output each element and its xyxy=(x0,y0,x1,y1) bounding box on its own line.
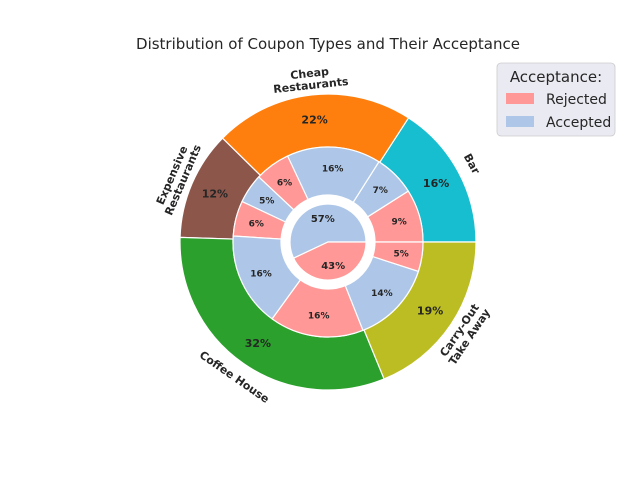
middle-label-expensive-restaurants-rejected: 6% xyxy=(249,220,264,230)
legend-label-rejected: Rejected xyxy=(546,92,607,108)
middle-label-cheap-restaurants-rejected: 6% xyxy=(277,178,292,188)
middle-label-coffee-house-accepted: 16% xyxy=(250,270,272,280)
middle-label-coffee-house-rejected: 16% xyxy=(308,312,330,322)
chart-title: Distribution of Coupon Types and Their A… xyxy=(136,35,520,53)
middle-label-bar-rejected: 9% xyxy=(391,218,406,228)
inner-label-accepted: 57% xyxy=(311,214,335,225)
legend: Acceptance: Rejected Accepted xyxy=(496,62,616,137)
middle-label-expensive-restaurants-accepted: 5% xyxy=(259,197,274,207)
middle-label-cheap-restaurants-accepted: 16% xyxy=(322,164,344,174)
inner-label-rejected: 43% xyxy=(321,261,345,272)
legend-title: Acceptance: xyxy=(510,68,602,86)
inner-ring: 57% 43% xyxy=(289,203,367,281)
legend-swatch-accepted xyxy=(506,116,534,127)
outer-label-cheap-restaurants: 22% xyxy=(301,114,327,127)
outer-category-label-bar: Bar xyxy=(461,152,483,177)
middle-slice-carry-out-take-away-rejected xyxy=(371,241,424,273)
middle-label-bar-accepted: 7% xyxy=(373,186,388,196)
inner-slice-accepted xyxy=(289,203,367,259)
outer-ring: 16% 22% 12% 32% 19% xyxy=(179,93,477,391)
outer-label-bar: 16% xyxy=(423,177,449,190)
inner-slice-rejected xyxy=(292,241,367,281)
middle-ring: 9%7%16%6%5%6%16%16%14%5% xyxy=(232,146,424,338)
middle-label-carry-out-take-away-accepted: 14% xyxy=(371,289,393,299)
legend-label-accepted: Accepted xyxy=(546,115,611,131)
outer-label-carry-out-take-away: 19% xyxy=(417,304,443,317)
legend-swatch-rejected xyxy=(506,93,534,104)
outer-label-coffee-house: 32% xyxy=(245,337,271,350)
middle-label-carry-out-take-away-rejected: 5% xyxy=(393,250,408,260)
outer-category-label-cheap-restaurants: CheapRestaurants xyxy=(271,63,349,96)
outer-label-expensive-restaurants: 12% xyxy=(202,188,228,201)
